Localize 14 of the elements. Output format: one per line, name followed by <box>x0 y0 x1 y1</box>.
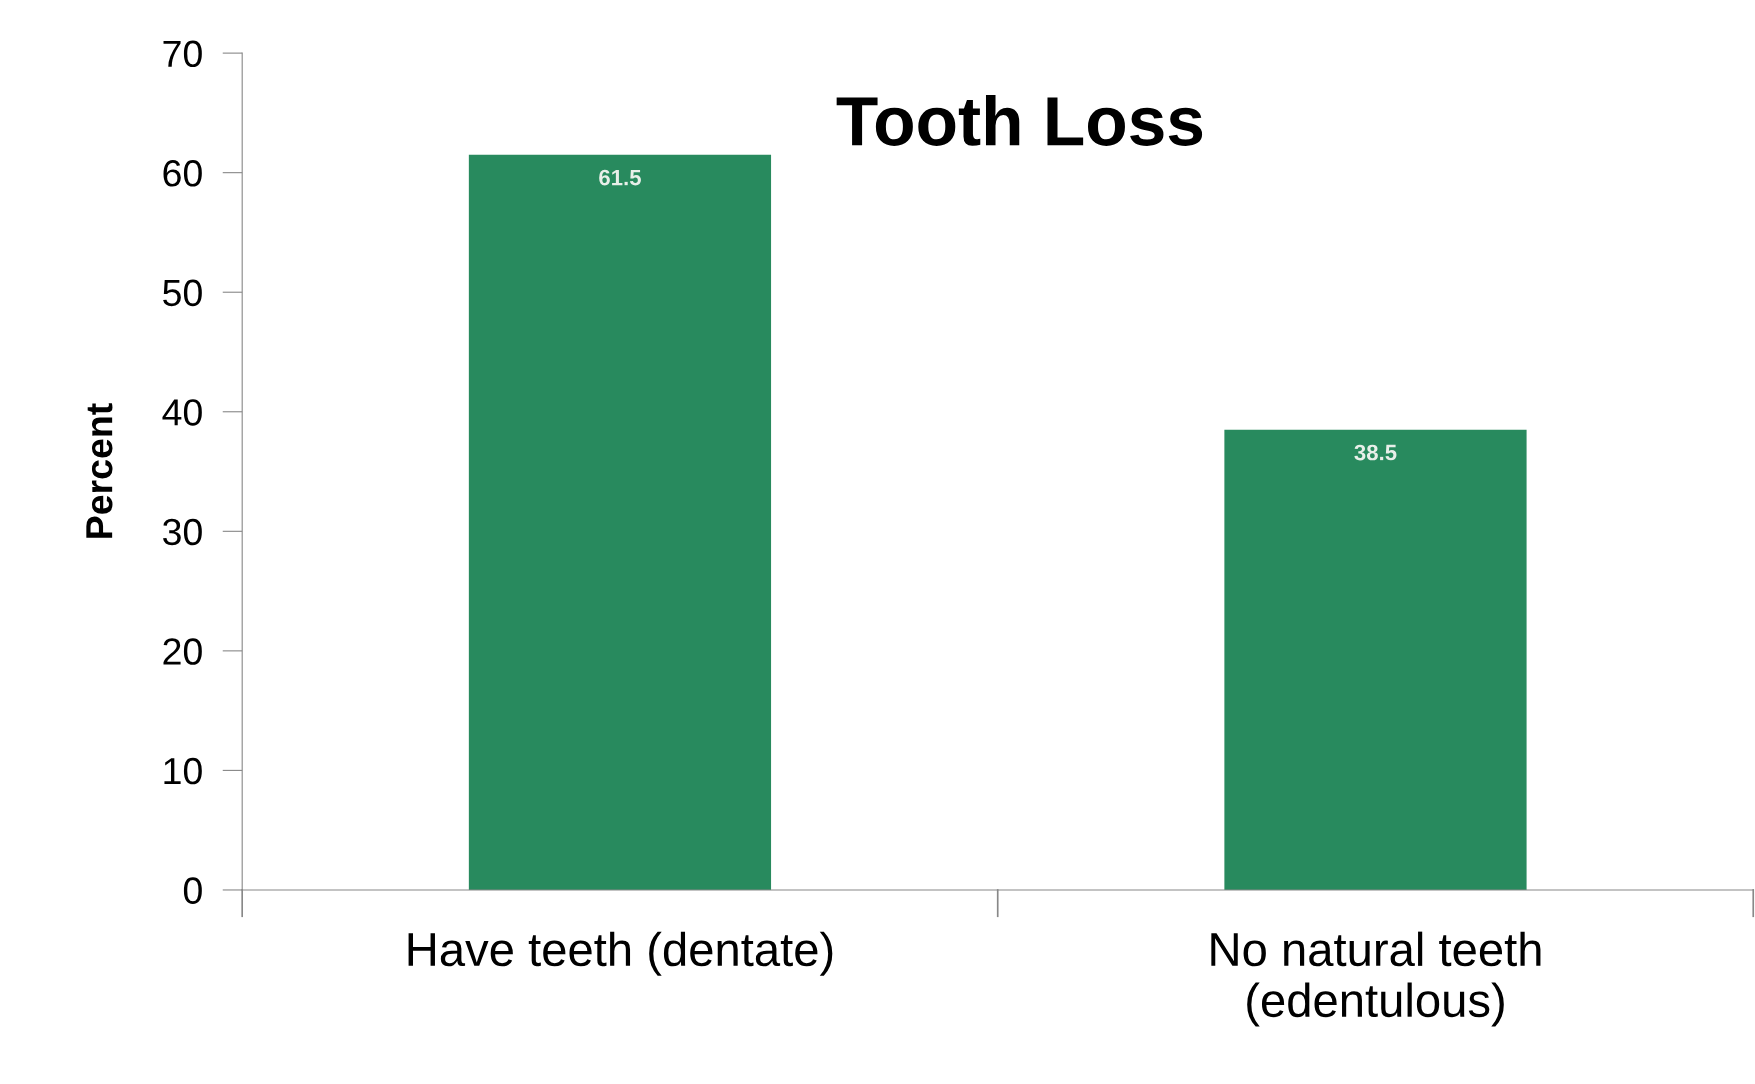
y-tick-label: 10 <box>164 757 202 785</box>
y-tick-label: 20 <box>163 638 202 665</box>
y-tick-label: 0 <box>183 877 202 904</box>
y-tick-label: 50 <box>163 279 202 307</box>
y-tick-label: 70 <box>163 40 202 68</box>
y-tick-label: 30 <box>163 518 202 546</box>
x-tick-label: Have teeth (dentate) <box>408 931 833 976</box>
y-tick-label: 60 <box>163 160 202 187</box>
data-label: 61.5 <box>599 169 641 186</box>
data-label: 38.5 <box>1354 444 1397 461</box>
chart-title: Tooth Loss <box>836 94 1203 146</box>
x-tick-label: No natural teeth (edentulous) <box>1211 931 1541 1027</box>
y-tick-label: 40 <box>162 399 202 426</box>
y-axis-title: Percent <box>86 403 113 538</box>
